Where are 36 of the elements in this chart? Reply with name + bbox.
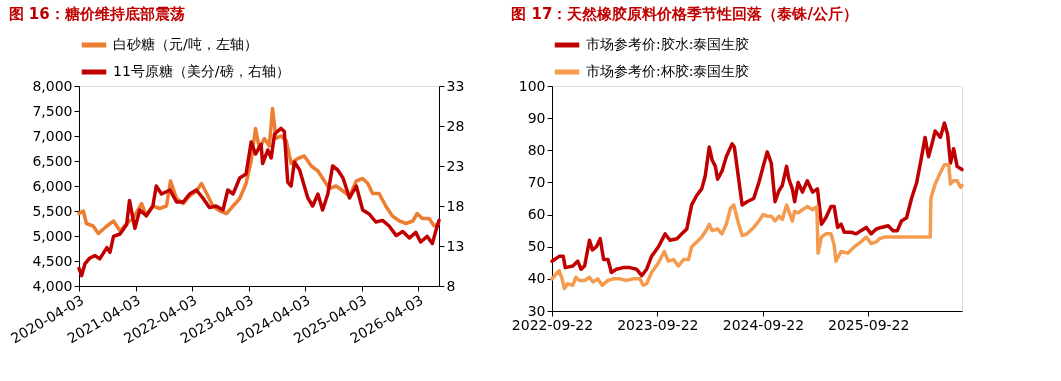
y-tick-label: 100 xyxy=(518,77,546,94)
y-tick-label: 50 xyxy=(527,238,546,255)
y2-tick-label: 8 xyxy=(446,277,456,294)
chart-title: 图 17：天然橡胶原料价格季节性回落（泰铢/公斤） xyxy=(511,5,858,23)
y-tick-label: 30 xyxy=(527,302,546,319)
y-tick-label: 6,000 xyxy=(32,177,73,194)
y-tick-label: 90 xyxy=(527,109,546,126)
chart-title: 图 16：糖价维持底部震荡 xyxy=(8,5,185,23)
y-tick-label: 80 xyxy=(527,141,546,158)
legend-label: 白砂糖（元/吨，左轴） xyxy=(113,36,258,52)
legend-label: 市场参考价:胶水:泰国生胶 xyxy=(586,36,750,52)
line-series xyxy=(550,163,964,291)
y2-tick-label: 18 xyxy=(446,197,465,214)
y2-tick-label: 33 xyxy=(446,77,465,94)
y-tick-label: 7,500 xyxy=(32,102,73,119)
line-series xyxy=(550,121,964,278)
y-tick-label: 5,500 xyxy=(32,202,73,219)
x-tick-label: 2023-09-22 xyxy=(617,316,699,333)
y2-tick-label: 28 xyxy=(446,117,465,134)
legend-label: 11号原糖（美分/磅，右轴） xyxy=(113,63,290,79)
line-series xyxy=(77,126,441,278)
x-tick-label: 2024-09-22 xyxy=(722,316,805,333)
y2-tick-label: 23 xyxy=(446,157,465,174)
y-tick-label: 70 xyxy=(527,173,546,190)
y-tick-label: 5,000 xyxy=(32,227,73,244)
x-tick-label: 2025-09-22 xyxy=(828,316,910,333)
y2-tick-label: 13 xyxy=(446,237,465,254)
y-tick-label: 4,000 xyxy=(32,277,73,294)
y-tick-label: 7,000 xyxy=(32,127,73,144)
legend-label: 市场参考价:杯胶:泰国生胶 xyxy=(586,63,750,79)
y-tick-label: 60 xyxy=(527,206,546,223)
y-tick-label: 40 xyxy=(527,270,546,287)
y-tick-label: 6,500 xyxy=(32,152,73,169)
y-tick-label: 8,000 xyxy=(32,77,73,94)
x-tick-label: 2022-09-22 xyxy=(511,316,594,333)
y-tick-label: 4,500 xyxy=(32,252,73,269)
